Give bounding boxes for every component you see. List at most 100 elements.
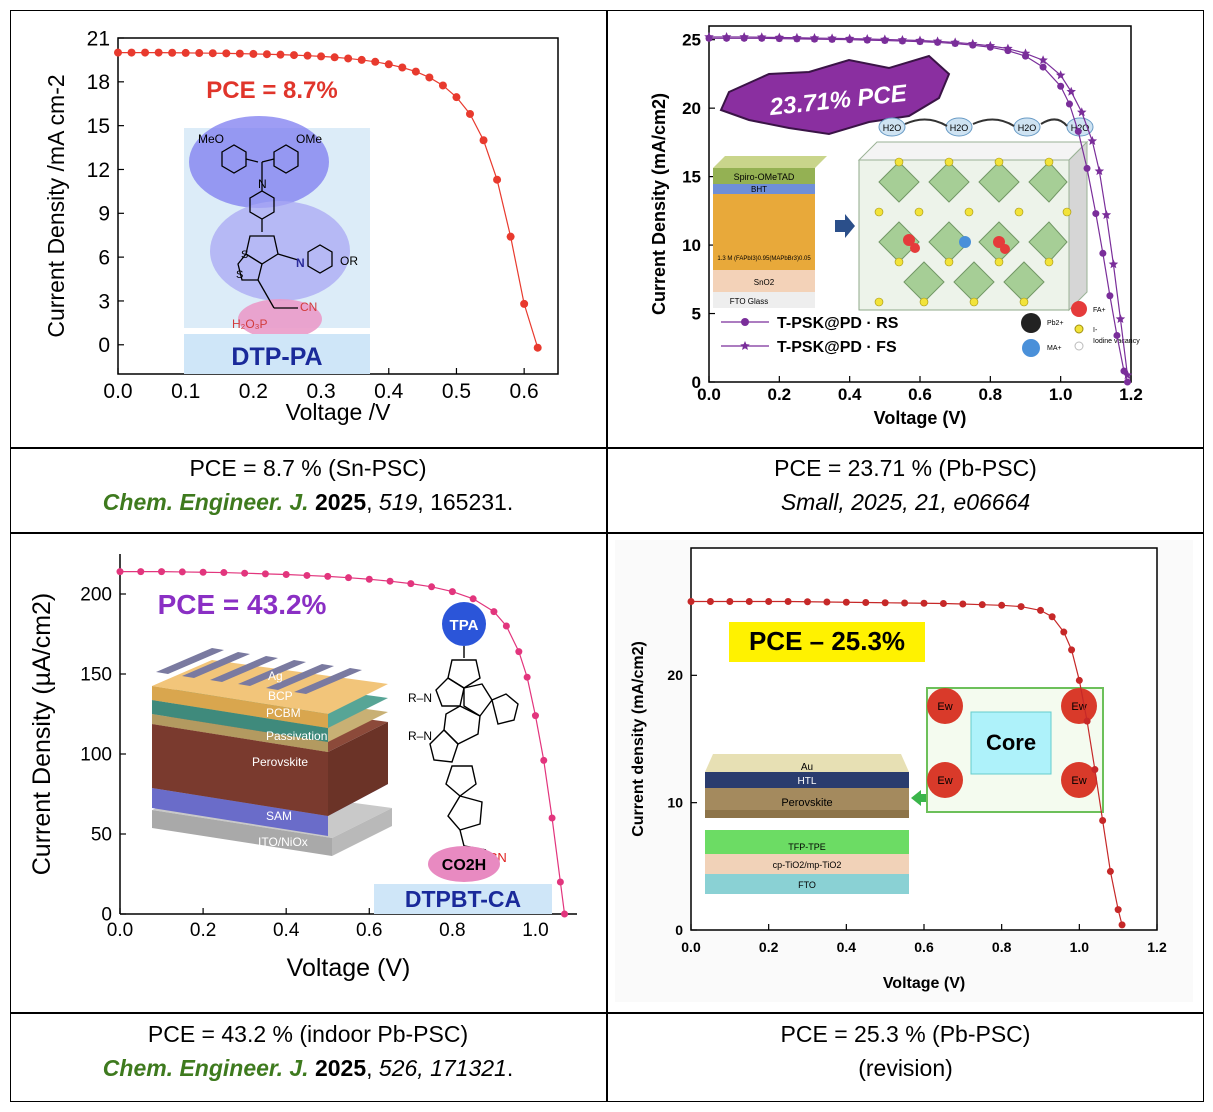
- y-axis-label: Current Density /mA cm-2: [43, 74, 69, 337]
- data-point: [515, 648, 523, 656]
- x-tick-label: 0.2: [239, 380, 268, 403]
- data-point: [556, 878, 564, 886]
- data-point: [407, 580, 415, 588]
- x-tick-label: 0.8: [992, 939, 1012, 955]
- legend-label: T-PSK@PD · FS: [777, 339, 897, 356]
- data-point: [827, 33, 837, 43]
- y-axis-label: Current density (mA/cm2): [630, 641, 647, 837]
- x-tick-label: 1.2: [1147, 939, 1167, 955]
- data-point: [932, 36, 943, 46]
- data-point: [365, 575, 373, 583]
- svg-text:MeO: MeO: [198, 132, 224, 146]
- data-point: [208, 49, 217, 58]
- data-point: [823, 598, 831, 606]
- data-point: [920, 599, 928, 607]
- data-point: [1108, 259, 1119, 269]
- acid-label: CO2H: [442, 857, 486, 874]
- data-point: [1083, 164, 1091, 172]
- chart-panel-pb-psc: 0.0 0.2 0.4 0.6 0.8 1.0 1.2 0 5 10 15 20 25 Voltage (…: [649, 25, 1143, 428]
- data-point: [158, 568, 166, 576]
- caption-line1: PCE = 23.71 % (Pb-PSC): [774, 455, 1037, 481]
- x-tick-label: 0.8: [979, 385, 1003, 404]
- molecule-dtp-pa: MeO OMe N N OR S S CN H₂O₃P DTP-PA: [184, 116, 370, 374]
- device-stack-diagram: Spiro-OMeTAD BHT 1.3 M (FAPbI3)0.95(MAPb…: [713, 156, 855, 308]
- data-point: [428, 583, 436, 591]
- data-point: [1115, 314, 1126, 324]
- chart-panel-sn-psc: 0.0 0.1 0.2 0.3 0.4 0.5 0.6 0 3 6 9 12 15 18 21 Voltage…: [43, 27, 559, 425]
- data-point: [880, 34, 890, 44]
- data-point: [411, 67, 420, 76]
- layer-label: Perovskite: [781, 797, 832, 809]
- data-point: [1092, 210, 1100, 218]
- data-point: [998, 601, 1006, 609]
- data-point: [967, 38, 978, 48]
- caption-citation: Chem. Engineer. J. 2025, 519, 165231.: [102, 489, 514, 515]
- svg-text:R–N: R–N: [408, 691, 432, 705]
- y-tick-label: 0: [98, 334, 110, 357]
- data-point: [1060, 628, 1068, 636]
- x-tick-label: 0.1: [171, 380, 200, 403]
- data-point: [1020, 48, 1031, 58]
- svg-text:Ew: Ew: [937, 701, 952, 713]
- data-point: [1120, 367, 1128, 375]
- data-point: [249, 49, 258, 58]
- x-tick-label: 0.4: [838, 385, 862, 404]
- y-tick-label: 25: [682, 31, 701, 50]
- data-point: [548, 814, 556, 822]
- y-tick-label: 0: [692, 373, 701, 392]
- data-point: [282, 570, 290, 578]
- svg-text:H2O: H2O: [1018, 123, 1037, 133]
- data-point: [303, 51, 312, 60]
- svg-text:N: N: [258, 177, 267, 191]
- data-point: [371, 57, 380, 66]
- x-tick-label: 0.4: [374, 380, 404, 403]
- data-point: [168, 48, 177, 57]
- data-point: [290, 51, 298, 60]
- svg-text:Iodine vacancy: Iodine vacancy: [1093, 338, 1140, 345]
- layer-label: Passivation: [266, 729, 327, 743]
- chart-panel-pb-psc-revision: 0.0 0.2 0.4 0.6 0.8 1.0 1.2 0 10 20 Voltage (V) Cur…: [615, 540, 1193, 1002]
- y-tick-label: 150: [80, 665, 112, 686]
- data-point: [520, 299, 529, 308]
- y-tick-label: 5: [692, 304, 701, 323]
- layer-label: PCBM: [266, 706, 301, 720]
- y-tick-label: 10: [667, 795, 683, 811]
- data-point: [324, 572, 332, 580]
- layer-label: Spiro-OMeTAD: [734, 172, 795, 182]
- data-point: [792, 32, 802, 42]
- data-point: [1075, 676, 1083, 684]
- layer-label: FTO Glass: [730, 297, 769, 306]
- data-point: [881, 599, 889, 607]
- data-point: [939, 600, 947, 608]
- tpa-label: TPA: [450, 617, 479, 634]
- data-point: [1037, 606, 1044, 614]
- row-divider-1: [10, 447, 1204, 449]
- svg-text:H2O: H2O: [883, 123, 902, 133]
- data-point: [687, 597, 695, 605]
- x-tick-label: 0.6: [356, 920, 382, 941]
- data-point: [804, 598, 811, 606]
- water-molecules: H2O H2O H2O H2O: [878, 117, 1094, 137]
- data-point: [533, 343, 542, 352]
- data-point: [1048, 613, 1056, 621]
- x-tick-label: 0.0: [107, 920, 133, 941]
- data-point: [1091, 766, 1099, 774]
- y-tick-label: 15: [87, 115, 110, 138]
- data-point: [241, 569, 249, 577]
- core-ew-diagram: Core Ew Ew Ew Ew: [926, 687, 1104, 813]
- y-tick-label: 50: [91, 825, 112, 846]
- data-point: [1057, 82, 1065, 90]
- x-axis-label: Voltage (V): [883, 975, 965, 992]
- layer-label: HTL: [798, 776, 817, 787]
- pce-label: PCE – 25.3%: [749, 626, 905, 656]
- data-point: [561, 910, 569, 918]
- data-point: [721, 31, 732, 41]
- x-tick-label: 0.6: [510, 380, 539, 403]
- data-point: [1099, 249, 1107, 257]
- layer-label: 1.3 M (FAPbI3)0.95(MAPbBr3)0.05: [717, 256, 811, 262]
- caption-indoor: PCE = 43.2 % (indoor Pb-PSC) Chem. Engin…: [10, 1017, 606, 1085]
- data-point: [959, 600, 967, 608]
- caption-line1: PCE = 43.2 % (indoor Pb-PSC): [147, 1021, 469, 1047]
- data-point: [1123, 378, 1131, 386]
- data-point: [1077, 107, 1087, 117]
